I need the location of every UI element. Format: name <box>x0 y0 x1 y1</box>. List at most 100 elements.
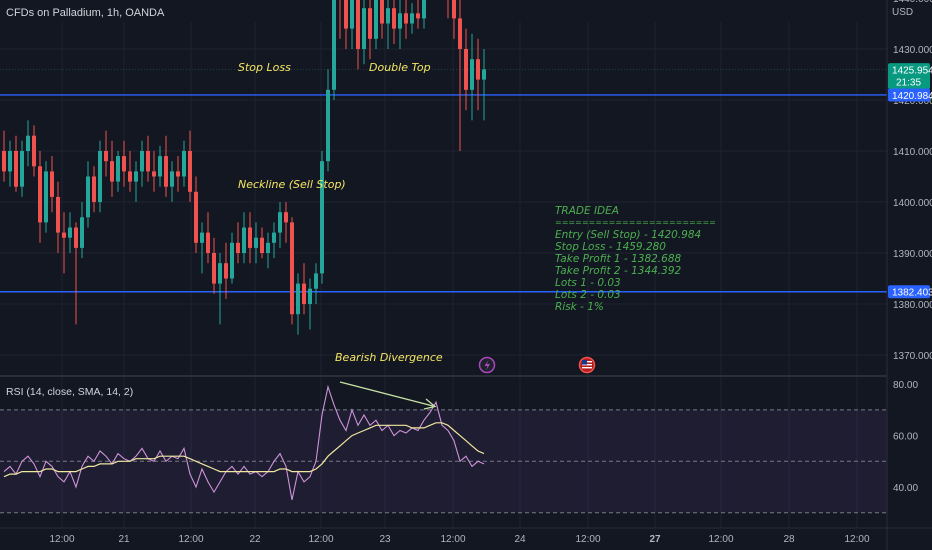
rsi-line[interactable] <box>3 384 485 501</box>
candle[interactable] <box>182 140 186 187</box>
candle[interactable] <box>110 140 114 197</box>
us-flag-event-icon[interactable] <box>578 356 596 374</box>
candle[interactable] <box>464 28 468 111</box>
candle[interactable] <box>170 161 174 202</box>
candle[interactable] <box>242 212 246 264</box>
badge-background <box>888 88 930 102</box>
candle[interactable] <box>152 151 156 192</box>
candle[interactable] <box>164 135 168 197</box>
candle[interactable] <box>368 0 372 60</box>
candle[interactable] <box>350 0 354 49</box>
candle[interactable] <box>458 0 462 151</box>
candle[interactable] <box>254 222 258 264</box>
candle[interactable] <box>62 212 66 274</box>
level-price-badge[interactable]: 1382.403 <box>888 285 932 299</box>
rsi-label[interactable]: RSI (14, close, SMA, 14, 2) <box>6 386 133 398</box>
candle[interactable] <box>314 263 318 304</box>
candle[interactable] <box>200 222 204 274</box>
candle[interactable] <box>272 222 276 259</box>
candle[interactable] <box>284 202 288 243</box>
badge-countdown: 21:35 <box>896 78 921 89</box>
candle[interactable] <box>44 161 48 233</box>
candle[interactable] <box>356 0 360 70</box>
candle[interactable] <box>326 69 330 172</box>
candle[interactable] <box>188 130 192 202</box>
candle[interactable] <box>362 0 366 65</box>
candle[interactable] <box>26 120 30 167</box>
candle[interactable] <box>446 0 450 19</box>
candle[interactable] <box>380 0 384 39</box>
candle[interactable] <box>344 0 348 49</box>
candle[interactable] <box>122 140 126 187</box>
candle[interactable] <box>116 151 120 192</box>
candle[interactable] <box>302 263 306 315</box>
candle[interactable] <box>392 0 396 44</box>
candle-body <box>314 273 318 289</box>
level-price-badge[interactable]: 1420.984 <box>888 88 932 102</box>
candle[interactable] <box>338 0 342 39</box>
candle[interactable] <box>290 217 294 325</box>
candle[interactable] <box>14 135 18 192</box>
candle[interactable] <box>92 166 96 213</box>
chart-title[interactable]: CFDs on Palladium, 1h, OANDA <box>6 7 165 19</box>
rsi-pane[interactable] <box>0 384 887 514</box>
candle[interactable] <box>86 161 90 228</box>
candle[interactable] <box>260 227 264 259</box>
candle[interactable] <box>248 212 252 264</box>
candle[interactable] <box>236 222 240 264</box>
candle[interactable] <box>38 151 42 243</box>
candle[interactable] <box>140 140 144 187</box>
candle[interactable] <box>50 156 54 213</box>
candle[interactable] <box>56 181 60 253</box>
candle[interactable] <box>8 140 12 187</box>
candle[interactable] <box>278 202 282 248</box>
candle[interactable] <box>2 130 6 182</box>
candle-body <box>110 161 114 182</box>
candle[interactable] <box>482 49 486 121</box>
candle[interactable] <box>20 140 24 197</box>
candle[interactable] <box>308 278 312 330</box>
candle[interactable] <box>320 151 324 284</box>
candle[interactable] <box>98 140 102 213</box>
candle[interactable] <box>476 38 480 111</box>
level-lines[interactable] <box>0 0 887 293</box>
candle[interactable] <box>128 151 132 192</box>
candle[interactable] <box>134 161 138 202</box>
candle[interactable] <box>194 176 198 254</box>
candle[interactable] <box>146 135 150 182</box>
candle[interactable] <box>470 33 474 121</box>
candle[interactable] <box>176 156 180 192</box>
candle[interactable] <box>452 0 456 39</box>
candle[interactable] <box>416 0 420 29</box>
candle[interactable] <box>422 0 426 29</box>
candle[interactable] <box>158 145 162 187</box>
candle[interactable] <box>332 0 336 100</box>
rsi-axis[interactable]: 40.00 60.00 80.00 <box>893 380 918 494</box>
candle[interactable] <box>104 130 108 177</box>
candle[interactable] <box>398 0 402 49</box>
price-axis[interactable]: 1370.000 1380.000 1390.000 1400.000 1410.000… <box>893 0 932 362</box>
candle[interactable] <box>386 0 390 49</box>
candlestick-series[interactable] <box>2 0 486 335</box>
candle[interactable] <box>206 212 210 264</box>
candle[interactable] <box>224 242 228 299</box>
rsi-tick-label: 40.00 <box>893 483 918 494</box>
candle[interactable] <box>74 222 78 325</box>
candle[interactable] <box>404 0 408 39</box>
candle[interactable] <box>374 0 378 49</box>
candle[interactable] <box>212 237 216 294</box>
lightning-event-icon[interactable] <box>478 356 496 374</box>
candle[interactable] <box>410 3 414 34</box>
candle[interactable] <box>230 232 234 284</box>
candle[interactable] <box>296 273 300 335</box>
candle[interactable] <box>68 212 72 253</box>
candle[interactable] <box>32 125 36 177</box>
candle[interactable] <box>266 232 270 269</box>
candle[interactable] <box>80 202 84 259</box>
rsi-sma-line[interactable] <box>3 422 485 478</box>
candle[interactable] <box>218 253 222 325</box>
